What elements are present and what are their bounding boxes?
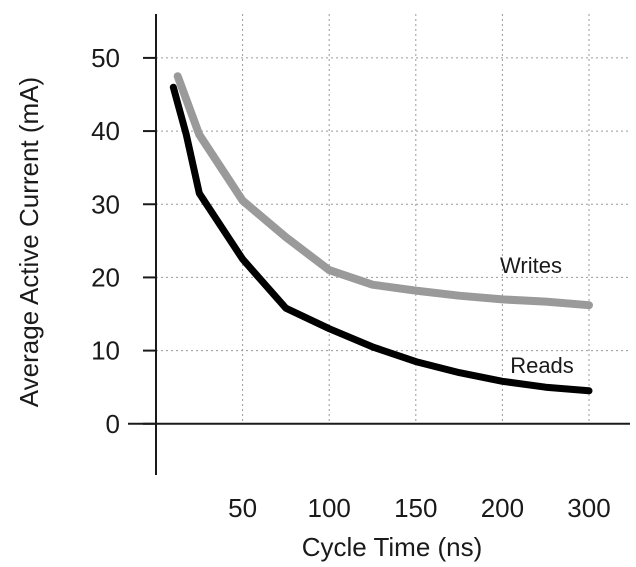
series-line-reads (169, 83, 593, 395)
y-tick-label-1: 10 (91, 336, 120, 366)
y-tick-label-0: 0 (106, 409, 120, 439)
tick-labels: 0 10 20 30 40 50 50 100 150 200 300 (91, 43, 611, 523)
y-tick-label-2: 20 (91, 262, 120, 292)
x-tick-label-1: 100 (308, 493, 351, 523)
y-tick-label-4: 40 (91, 116, 120, 146)
x-tick-label-2: 150 (394, 493, 437, 523)
axes (128, 14, 630, 475)
x-tick-label-0: 50 (228, 493, 257, 523)
y-tick-label-5: 50 (91, 43, 120, 73)
x-tick-label-4: 300 (567, 493, 610, 523)
series-label-writes: Writes (500, 253, 562, 278)
series-label-reads: Reads (510, 353, 574, 378)
x-tick-label-3: 200 (481, 493, 524, 523)
y-tick-label-3: 30 (91, 189, 120, 219)
y-axis-title: Average Active Current (mA) (14, 77, 44, 407)
series-labels: Writes Reads (500, 253, 574, 378)
series-lines (169, 72, 593, 395)
x-axis-title: Cycle Time (ns) (302, 532, 483, 562)
